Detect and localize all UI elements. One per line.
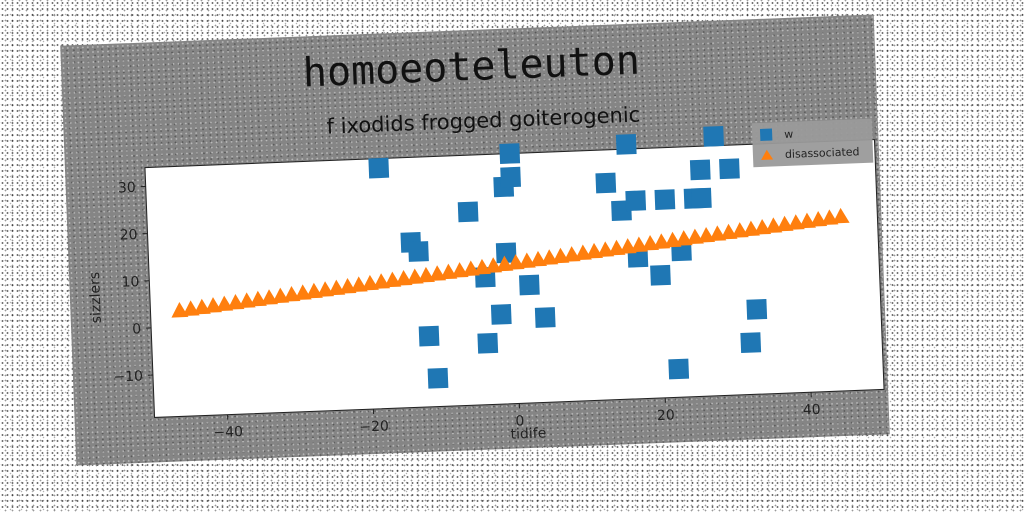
scatter-point-square bbox=[690, 187, 712, 209]
scatter-point-square bbox=[654, 189, 676, 210]
chart-subtitle: f ixodids frogged goiterogenic bbox=[326, 103, 640, 139]
y-axis-label: sizzlers bbox=[87, 272, 105, 324]
scatter-chart: homoeoteleuton f ixodids frogged goitero… bbox=[87, 38, 885, 443]
y-tick-label: 30 bbox=[118, 180, 136, 197]
scatter-point-square bbox=[740, 332, 762, 353]
scatter-point-square bbox=[477, 332, 499, 354]
x-tick-label: 40 bbox=[803, 402, 821, 419]
legend-label: w bbox=[784, 128, 793, 141]
scatter-point-square bbox=[534, 307, 556, 328]
legend-marker-triangle bbox=[761, 149, 774, 160]
scatter-point-square bbox=[689, 159, 711, 181]
x-tick-label: −20 bbox=[359, 418, 389, 435]
chart-figure: homoeoteleuton f ixodids frogged goitero… bbox=[60, 14, 890, 466]
scatter-point-square bbox=[457, 201, 479, 223]
x-tick-label: −40 bbox=[213, 424, 243, 441]
scatter-point-square bbox=[746, 298, 768, 320]
scatter-point-square bbox=[490, 304, 512, 325]
y-tick-label: 10 bbox=[121, 274, 139, 291]
chart-title: homoeoteleuton bbox=[302, 38, 641, 97]
scatter-point-square bbox=[418, 325, 440, 347]
scatter-point-square bbox=[615, 134, 637, 155]
y-tick-label: 0 bbox=[132, 321, 142, 337]
y-tick-label: 20 bbox=[119, 227, 137, 244]
scatter-point-square bbox=[427, 367, 449, 389]
scatter-point-square bbox=[703, 125, 724, 147]
scatter-point-square bbox=[625, 190, 647, 212]
scatter-point-square bbox=[668, 358, 690, 380]
scatter-point-square bbox=[495, 242, 517, 264]
scatter-point-square bbox=[595, 172, 617, 194]
legend-marker-square bbox=[759, 128, 773, 141]
scatter-point-square bbox=[500, 166, 521, 188]
x-axis-label: tidife bbox=[510, 425, 546, 442]
legend-box bbox=[751, 118, 874, 168]
scatter-point-square bbox=[650, 264, 671, 286]
scatter-point-square bbox=[368, 157, 390, 179]
scatter-point-square bbox=[719, 158, 740, 180]
legend: w disassociated bbox=[751, 118, 874, 168]
scatter-point-square bbox=[499, 143, 521, 164]
scatter-point-square bbox=[518, 274, 540, 296]
legend-label: disassociated bbox=[785, 145, 860, 161]
y-tick-label: −10 bbox=[113, 368, 143, 385]
x-tick-label: 0 bbox=[515, 413, 525, 429]
x-tick-label: 20 bbox=[657, 407, 675, 424]
scatter-point-triangle bbox=[832, 207, 850, 224]
scatter-point-square bbox=[408, 241, 429, 262]
